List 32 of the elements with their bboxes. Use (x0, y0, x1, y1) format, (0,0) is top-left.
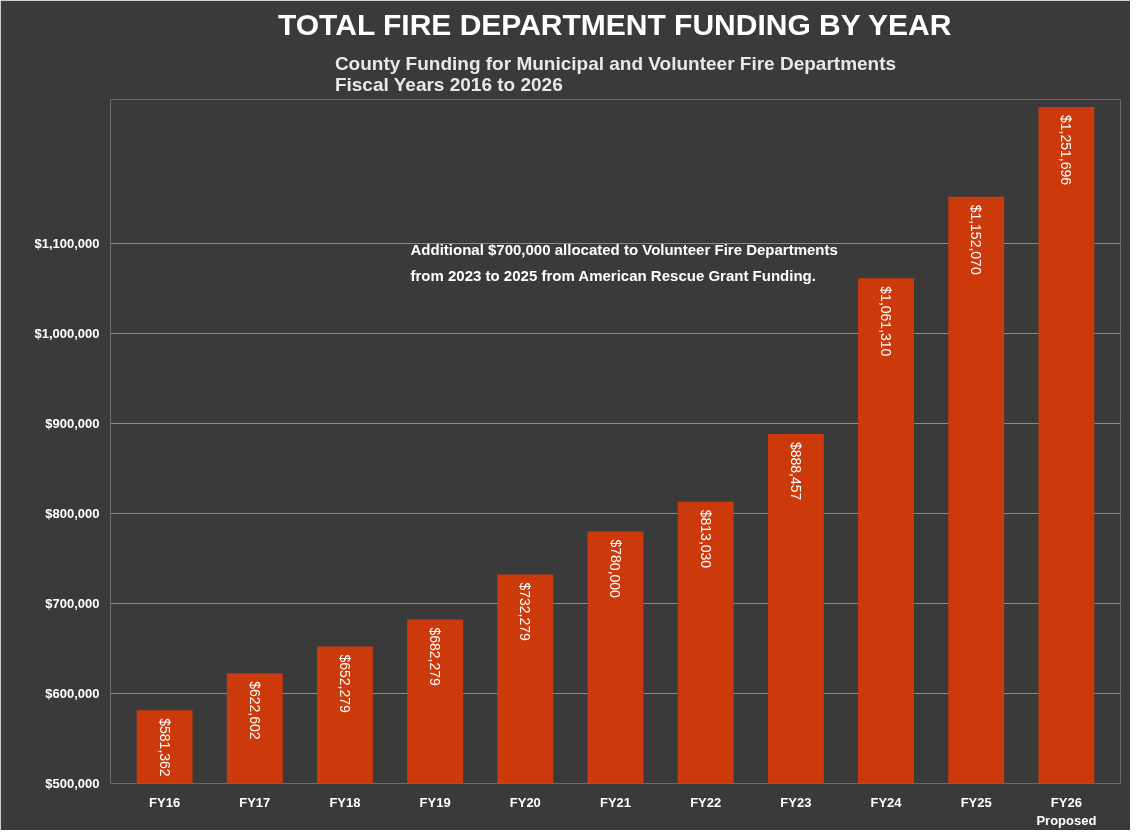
y-tick-label: $600,000 (45, 686, 100, 701)
x-tick-label: FY21 (599, 794, 632, 810)
data-label: $1,152,070 (968, 204, 985, 275)
annotation: Additional $700,000 allocated to Volunteer Fire Departments from 2023 to 2025 from American Rescue Grant Funding. (410, 241, 838, 284)
y-tick-label: $800,000 (45, 506, 100, 521)
x-tick-label: FY17 (239, 794, 271, 810)
y-tick-label: $1,100,000 (34, 236, 100, 251)
data-label: $732,279 (517, 582, 534, 642)
data-label: $622,602 (246, 681, 263, 740)
x-tick-label: FY18 (329, 794, 361, 810)
data-label: $1,061,310 (878, 286, 895, 357)
x-tick-label: FY23 (780, 794, 812, 810)
data-label: $813,030 (697, 509, 714, 569)
data-label: $780,000 (607, 539, 624, 599)
data-label: $888,457 (787, 441, 804, 501)
data-label: $581,362 (156, 718, 173, 777)
x-tick-label: FY19 (419, 794, 451, 810)
x-tick-label: FY24 (870, 794, 903, 810)
chart-subtitle: County Funding for Municipal and Volunteer Fire Departments Fiscal Years 2016 to 2026 (334, 52, 897, 95)
y-tick-label: $700,000 (45, 596, 100, 611)
x-tick-label: FY26 Proposed (1036, 794, 1097, 828)
data-label: $652,279 (336, 654, 353, 714)
x-tick-label: FY22 (690, 794, 722, 810)
y-tick-label: $900,000 (45, 416, 100, 431)
x-tick-label: FY16 (149, 794, 181, 810)
data-label: $1,251,696 (1058, 114, 1075, 186)
y-tick-label: $1,000,000 (34, 326, 100, 341)
y-tick-label: $500,000 (45, 776, 100, 791)
data-label: $682,279 (427, 627, 444, 687)
x-tick-label: FY20 (509, 794, 541, 810)
chart-title: TOTAL FIRE DEPARTMENT FUNDING BY YEAR (278, 7, 952, 41)
x-tick-label: FY25 (960, 794, 992, 810)
